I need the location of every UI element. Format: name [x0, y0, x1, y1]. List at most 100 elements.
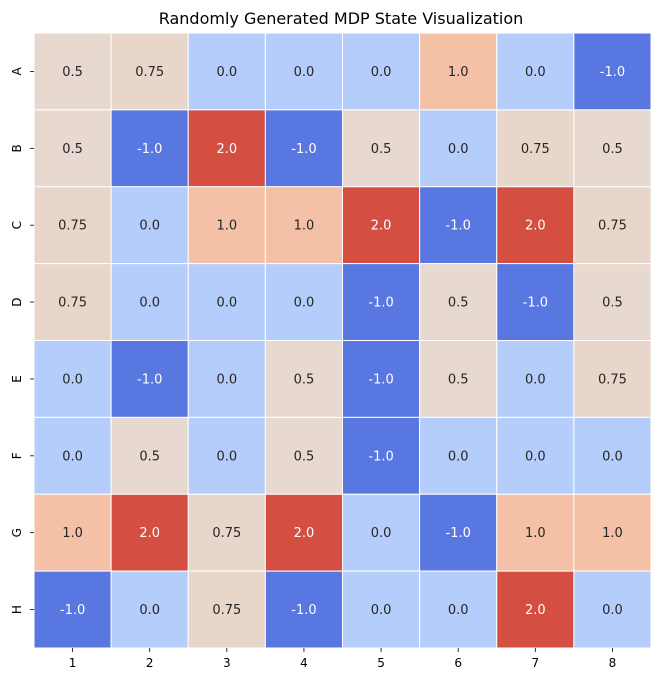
cell-value-label: 0.75 [212, 603, 241, 618]
cell-value-label: 1.0 [294, 219, 315, 234]
cell-value-label: 0.75 [598, 219, 627, 234]
cell-value-label: 0.0 [525, 65, 546, 80]
cell-value-label: -1.0 [291, 603, 316, 618]
heatmap-cell [419, 493, 498, 572]
cell-value-label: 0.0 [216, 449, 237, 464]
heatmap-cell [264, 186, 343, 265]
heatmap-cell [342, 416, 421, 495]
cell-value-label: 0.0 [139, 603, 160, 618]
cell-value-label: 0.0 [62, 449, 83, 464]
cell-value-label: 0.5 [62, 65, 83, 80]
cell-value-label: 0.5 [448, 296, 469, 311]
cell-value-label: 2.0 [525, 219, 546, 234]
cell-value-label: 2.0 [294, 526, 315, 541]
heatmap-cell [419, 109, 498, 188]
heatmap-cell [342, 263, 421, 341]
heatmap-cell [342, 340, 421, 418]
heatmap-cell [496, 493, 575, 572]
cell-value-label: -1.0 [368, 296, 393, 311]
cell-value-label: 0.75 [135, 65, 164, 80]
cell-value-label: 0.0 [371, 526, 392, 541]
cell-value-label: 0.5 [448, 372, 469, 387]
x-tick-label: 6 [454, 656, 462, 670]
heatmap-cell [187, 416, 266, 495]
cell-value-label: 0.0 [525, 449, 546, 464]
cell-value-label: 0.0 [602, 603, 623, 618]
cell-value-label: 2.0 [216, 142, 237, 157]
heatmap-cell [110, 109, 189, 188]
cell-value-label: 1.0 [448, 65, 469, 80]
cell-value-label: 0.75 [598, 372, 627, 387]
heatmap-cell [110, 32, 189, 111]
heatmap-cell [187, 493, 266, 572]
heatmap-cell [342, 109, 421, 188]
cell-value-label: 0.0 [525, 372, 546, 387]
heatmap-cell [264, 263, 343, 341]
heatmap-cell [110, 416, 189, 495]
x-tick-label: 7 [531, 656, 539, 670]
cell-value-label: 0.0 [294, 65, 315, 80]
heatmap-cell [573, 186, 652, 265]
cell-value-label: 0.0 [139, 219, 160, 234]
heatmap-cell [419, 416, 498, 495]
heatmap-cell [496, 186, 575, 265]
heatmap-cell [419, 186, 498, 265]
cell-value-label: -1.0 [291, 142, 316, 157]
cell-annotations: 0.5 0.75 0.0 0.0 0.0 1.0 0.0 -1.0 0.5 -1.0 2.0 -1.0… [58, 65, 627, 618]
cell-value-label: 0.0 [294, 296, 315, 311]
cell-value-label: 0.0 [371, 603, 392, 618]
heatmap-cell [573, 570, 652, 649]
heatmap-cell [264, 340, 343, 418]
cell-value-label: 0.5 [294, 449, 315, 464]
heatmap-cell [573, 340, 652, 418]
cell-value-label: -1.0 [446, 526, 471, 541]
cell-value-label: 0.75 [58, 296, 87, 311]
cell-value-label: -1.0 [368, 372, 393, 387]
cell-value-label: 0.5 [602, 296, 623, 311]
heatmap-cell [33, 32, 112, 111]
x-axis-ticks: 1 2 3 4 5 6 7 8 [69, 648, 616, 670]
cell-value-label: 1.0 [62, 526, 83, 541]
cell-value-label: 0.0 [448, 603, 469, 618]
cell-value-label: -1.0 [137, 372, 162, 387]
y-axis-ticks: A B C D E F G H [10, 67, 34, 614]
cell-value-label: 0.0 [216, 296, 237, 311]
heatmap-cell [573, 416, 652, 495]
heatmap-cell [264, 32, 343, 111]
cell-value-label: 0.0 [371, 65, 392, 80]
heatmap-cell [573, 109, 652, 188]
heatmap-cell [110, 493, 189, 572]
cell-value-label: -1.0 [523, 296, 548, 311]
y-tick-label: G [10, 528, 24, 537]
cell-value-label: 0.0 [602, 449, 623, 464]
y-tick-label: A [10, 67, 24, 76]
cell-value-label: 0.5 [602, 142, 623, 157]
cell-value-label: 0.5 [139, 449, 160, 464]
cell-value-label: 2.0 [371, 219, 392, 234]
heatmap-cell [342, 493, 421, 572]
heatmap-cell [342, 186, 421, 265]
x-tick-label: 4 [300, 656, 308, 670]
cell-value-label: -1.0 [137, 142, 162, 157]
cell-value-label: 0.5 [294, 372, 315, 387]
heatmap-cell [33, 263, 112, 341]
cell-value-label: 2.0 [525, 603, 546, 618]
cell-value-label: 1.0 [525, 526, 546, 541]
heatmap-cell [419, 340, 498, 418]
x-tick-label: 1 [69, 656, 77, 670]
y-tick-label: D [10, 297, 24, 306]
x-tick-label: 3 [223, 656, 231, 670]
cell-value-label: -1.0 [600, 65, 625, 80]
y-tick-label: C [10, 221, 24, 229]
cell-value-label: 2.0 [139, 526, 160, 541]
heatmap-cells [33, 32, 652, 649]
y-tick-label: E [10, 375, 24, 383]
chart-title: Randomly Generated MDP State Visualizati… [159, 9, 524, 28]
cell-value-label: 0.75 [58, 219, 87, 234]
cell-value-label: 0.0 [448, 142, 469, 157]
heatmap-cell [110, 186, 189, 265]
cell-value-label: 0.5 [62, 142, 83, 157]
y-tick-label: F [10, 452, 24, 459]
cell-value-label: 0.0 [216, 65, 237, 80]
